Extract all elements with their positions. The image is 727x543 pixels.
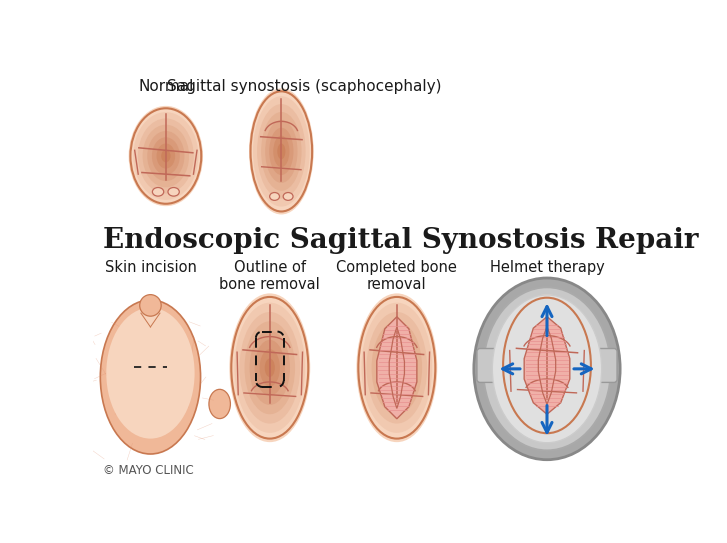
Ellipse shape (156, 143, 175, 168)
Ellipse shape (387, 349, 407, 387)
Text: Completed bone
removal: Completed bone removal (337, 260, 457, 292)
Ellipse shape (234, 302, 305, 433)
Text: Normal: Normal (138, 79, 193, 94)
Ellipse shape (507, 303, 587, 428)
Ellipse shape (265, 120, 297, 183)
FancyBboxPatch shape (593, 349, 617, 382)
Ellipse shape (277, 143, 286, 159)
Ellipse shape (513, 312, 582, 419)
Ellipse shape (361, 302, 433, 433)
Ellipse shape (244, 321, 295, 414)
Ellipse shape (261, 112, 302, 191)
Ellipse shape (536, 348, 558, 383)
Ellipse shape (366, 312, 427, 424)
Ellipse shape (377, 331, 417, 405)
Text: Skin incision: Skin incision (105, 260, 196, 275)
Ellipse shape (483, 287, 611, 451)
Ellipse shape (106, 308, 195, 439)
Ellipse shape (270, 193, 279, 200)
Ellipse shape (249, 89, 313, 214)
Text: Endoscopic Sagittal Synostosis Repair: Endoscopic Sagittal Synostosis Repair (103, 227, 699, 254)
Ellipse shape (161, 150, 171, 162)
Ellipse shape (474, 278, 620, 460)
Ellipse shape (269, 128, 294, 175)
Ellipse shape (142, 125, 189, 187)
Ellipse shape (260, 349, 280, 387)
Ellipse shape (382, 340, 412, 396)
Text: Sagittal synostosis (scaphocephaly): Sagittal synostosis (scaphocephaly) (167, 79, 442, 94)
Ellipse shape (518, 321, 576, 410)
Ellipse shape (71, 389, 92, 419)
Ellipse shape (148, 131, 185, 181)
Ellipse shape (168, 187, 180, 196)
Ellipse shape (140, 295, 161, 316)
Ellipse shape (541, 357, 553, 374)
Ellipse shape (501, 294, 593, 437)
Text: © MAYO CLINIC: © MAYO CLINIC (103, 464, 194, 477)
Ellipse shape (239, 312, 300, 424)
Ellipse shape (153, 187, 164, 196)
Ellipse shape (253, 96, 310, 206)
Ellipse shape (492, 295, 602, 443)
Ellipse shape (530, 339, 564, 392)
FancyBboxPatch shape (477, 349, 502, 382)
Ellipse shape (254, 340, 285, 396)
Ellipse shape (371, 321, 422, 414)
Polygon shape (524, 317, 570, 414)
Ellipse shape (100, 300, 201, 454)
Polygon shape (377, 317, 417, 419)
Text: Outline of
bone removal: Outline of bone removal (220, 260, 320, 292)
Ellipse shape (138, 118, 193, 194)
Ellipse shape (392, 358, 402, 377)
Ellipse shape (152, 137, 180, 175)
Ellipse shape (229, 293, 310, 442)
Ellipse shape (133, 112, 198, 200)
Ellipse shape (257, 104, 305, 199)
Ellipse shape (524, 330, 570, 401)
Ellipse shape (209, 389, 230, 419)
Ellipse shape (273, 136, 289, 167)
Text: Helmet therapy: Helmet therapy (489, 260, 604, 275)
Ellipse shape (129, 106, 203, 206)
Ellipse shape (249, 331, 290, 405)
Ellipse shape (265, 358, 275, 377)
Ellipse shape (284, 193, 293, 200)
Ellipse shape (356, 293, 437, 442)
